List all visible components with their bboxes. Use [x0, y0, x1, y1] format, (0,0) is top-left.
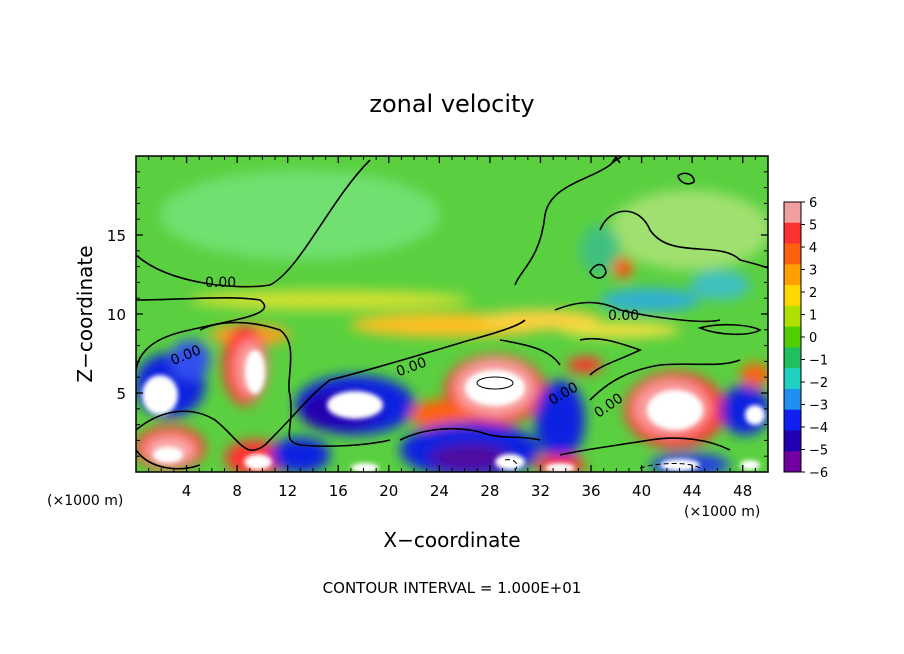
colorbar-swatch [784, 202, 801, 224]
colorbar-tick-label: 4 [809, 241, 817, 256]
y-axis: 5 10 15 [107, 171, 768, 457]
colorbar-swatch [784, 388, 801, 411]
colorbar-swatch [784, 326, 801, 348]
x-tick-label: 20 [379, 482, 398, 500]
x-axis: 4 8 12 16 20 24 28 32 36 40 44 48 [148, 156, 756, 500]
x-tick-label: 32 [531, 482, 550, 500]
footer-note: CONTOUR INTERVAL = 1.000E+01 [323, 579, 582, 597]
colorbar: 6 5 4 3 2 1 0 −1 −2 −3 −4 −5 −6 [783, 196, 828, 481]
y-tick-label: 10 [107, 306, 126, 324]
chart-title: zonal velocity [369, 90, 534, 118]
colorbar-swatch [784, 285, 801, 307]
x-axis-label: X−coordinate [383, 528, 520, 552]
colorbar-swatch [784, 305, 801, 328]
colorbar-swatch [784, 347, 801, 369]
heatmap-field [136, 156, 768, 472]
colorbar-tick-label: −4 [809, 421, 828, 436]
y-tick-label: 15 [107, 227, 126, 245]
contour-lines [136, 156, 768, 470]
x-tick-label: 36 [581, 482, 600, 500]
x-tick-label: 40 [632, 482, 651, 500]
x-tick-label: 16 [329, 482, 348, 500]
colorbar-swatch [784, 243, 801, 265]
y-axis-label: Z−coordinate [73, 245, 97, 382]
colorbar-swatch [784, 409, 801, 431]
colorbar-swatch [784, 264, 801, 286]
colorbar-tick-label: 3 [809, 264, 817, 279]
x-unit-right: (×1000 m) [684, 504, 760, 520]
colorbar-tick-label: 2 [809, 286, 817, 301]
colorbar-tick-label: 1 [809, 309, 817, 324]
contour-label: 0.00 [608, 308, 639, 324]
colorbar-swatch [784, 451, 801, 473]
x-tick-label: 28 [480, 482, 499, 500]
colorbar-tick-label: −2 [809, 376, 828, 391]
y-tick-label: 5 [116, 385, 126, 403]
colorbar-swatch [784, 430, 801, 452]
colorbar-tick-label: 6 [809, 196, 817, 211]
colorbar-tick-label: −1 [809, 354, 828, 369]
colorbar-tick-label: −3 [809, 399, 828, 414]
contour-label: 0.00 [205, 275, 236, 291]
colorbar-tick-label: 5 [809, 219, 817, 234]
colorbar-swatch [784, 368, 801, 390]
colorbar-tick-label: −5 [809, 444, 828, 459]
colorbar-swatch [784, 222, 801, 245]
x-tick-label: 8 [232, 482, 242, 500]
x-tick-label: 44 [683, 482, 702, 500]
x-tick-label: 24 [430, 482, 449, 500]
x-unit-left: (×1000 m) [47, 493, 123, 509]
colorbar-tick-label: 0 [809, 331, 817, 346]
x-tick-label: 48 [733, 482, 752, 500]
x-tick-label: 12 [278, 482, 297, 500]
colorbar-tick-label: −6 [809, 466, 828, 481]
x-tick-label: 4 [182, 482, 192, 500]
